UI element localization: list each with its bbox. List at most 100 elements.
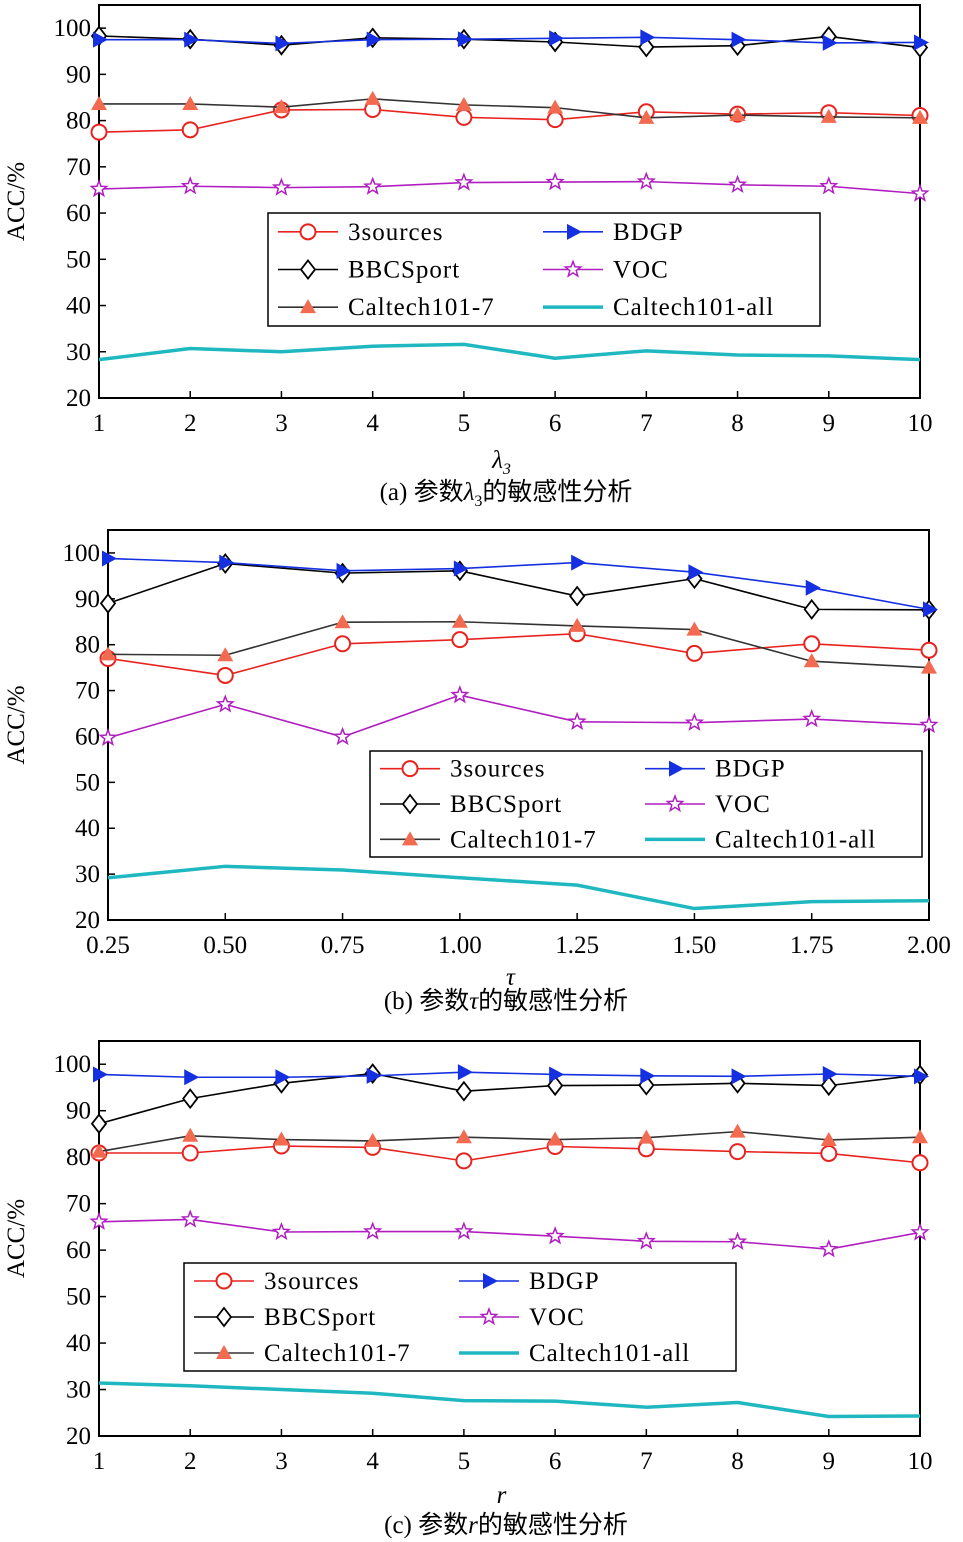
x-tick-label: 5 xyxy=(458,1448,471,1475)
data-point-voc xyxy=(919,714,939,734)
series-voc xyxy=(89,1209,930,1258)
data-point-voc xyxy=(332,726,353,746)
data-point-bdgp xyxy=(93,31,108,48)
data-point-caltech101-7 xyxy=(912,1129,928,1144)
data-point-voc xyxy=(215,694,235,713)
data-point-voc xyxy=(271,1221,292,1241)
series-3sources xyxy=(90,1137,929,1172)
legend-entry-caltech101-all: Caltech101-all xyxy=(645,826,875,853)
y-tick-label: 50 xyxy=(66,1284,91,1311)
data-point-3sources xyxy=(451,631,469,649)
data-point-3sources xyxy=(334,635,352,653)
data-point-voc xyxy=(819,176,839,195)
data-point-bdgp xyxy=(93,1066,108,1083)
data-point-bbcsport xyxy=(99,592,117,614)
x-tick-label: 10 xyxy=(908,1448,933,1475)
legend-entry-bbcsport: BBCSport xyxy=(194,1304,376,1331)
y-tick-label: 40 xyxy=(75,815,100,842)
x-axis-title: τ xyxy=(506,964,516,991)
data-point-bdgp xyxy=(549,1066,565,1083)
data-point-3sources xyxy=(181,1144,199,1162)
series-line-voc xyxy=(107,694,930,739)
data-point-voc xyxy=(545,1226,565,1245)
data-point-bdgp xyxy=(549,30,565,47)
y-axis-title: ACC/% xyxy=(3,162,30,241)
chart-caption: (b) 参数τ的敏感性分析 xyxy=(384,987,628,1015)
legend-marker xyxy=(215,1272,233,1290)
legend-entry-bdgp: BDGP xyxy=(543,219,684,246)
legend-label: Caltech101-all xyxy=(613,294,774,321)
x-tick-label: 6 xyxy=(549,1448,562,1475)
data-point-caltech101-7 xyxy=(451,613,468,628)
series-line-3sources xyxy=(99,1145,921,1164)
data-point-voc xyxy=(454,172,474,191)
data-point-voc xyxy=(89,1211,109,1230)
data-point-bdgp xyxy=(453,560,469,577)
data-point-bdgp xyxy=(914,1068,929,1085)
x-tick-label: 4 xyxy=(366,410,379,437)
legend-entry-3sources: 3sources xyxy=(278,219,442,246)
data-point-caltech101-7 xyxy=(182,95,199,110)
legend-marker xyxy=(483,1273,498,1289)
y-axis-title: ACC/% xyxy=(3,1199,30,1278)
data-point-bdgp xyxy=(275,1069,291,1086)
legend-marker xyxy=(215,1306,233,1328)
data-point-caltech101-7 xyxy=(803,653,820,668)
x-tick-label: 0.25 xyxy=(86,932,130,959)
series-line-3sources xyxy=(98,108,921,133)
y-tick-label: 50 xyxy=(75,769,100,796)
data-point-voc xyxy=(98,727,118,747)
x-tick-label: 9 xyxy=(823,1448,836,1475)
data-point-caltech101-7 xyxy=(820,108,837,123)
data-point-voc xyxy=(819,1239,839,1258)
legend-label: 3sources xyxy=(450,756,545,783)
data-point-3sources xyxy=(455,1152,473,1170)
data-point-bdgp xyxy=(366,31,382,48)
legend-marker xyxy=(669,760,684,777)
legend-label: BDGP xyxy=(613,219,684,246)
y-tick-label: 20 xyxy=(66,385,91,412)
data-point-bbcsport xyxy=(182,1088,199,1110)
x-tick-label: 2 xyxy=(184,1448,197,1475)
plot-frame xyxy=(98,4,921,399)
data-point-bdgp xyxy=(731,1068,747,1085)
y-tick-label: 70 xyxy=(75,678,100,705)
data-point-voc xyxy=(910,1222,930,1241)
data-point-voc xyxy=(802,708,822,728)
data-point-caltech101-7 xyxy=(638,109,655,124)
legend-marker xyxy=(300,299,316,314)
legend-entry-voc: VOC xyxy=(645,791,770,818)
data-point-voc xyxy=(363,176,383,195)
data-point-caltech101-7 xyxy=(547,1131,564,1146)
data-point-caltech101-7 xyxy=(273,1131,290,1146)
chart-panel-1: 20 30 40 50 60 70 80 90 100 1 2 3 4 5 6 7 8 9 10 ACC/% λ3 3so… xyxy=(3,4,933,510)
x-tick-label: 7 xyxy=(640,410,653,437)
legend-entry-caltech101-all: Caltech101-all xyxy=(543,294,774,321)
data-point-bdgp xyxy=(914,34,929,51)
data-point-caltech101-7 xyxy=(455,1129,472,1144)
series-caltech101-all xyxy=(98,1381,921,1419)
legend-entry-voc: VOC xyxy=(459,1304,584,1331)
data-point-voc xyxy=(450,685,470,704)
data-point-voc xyxy=(684,712,705,731)
data-point-voc xyxy=(636,1231,656,1250)
data-point-bbcsport xyxy=(455,1080,473,1102)
legend-entry-bdgp: BDGP xyxy=(459,1268,599,1295)
y-tick-label: 30 xyxy=(66,1377,91,1404)
x-tick-label: 8 xyxy=(731,1448,744,1475)
data-point-bdgp xyxy=(336,562,352,579)
series-line-caltech101-7 xyxy=(107,620,930,669)
legend-label: BBCSport xyxy=(264,1304,376,1331)
data-point-bdgp xyxy=(457,31,473,48)
data-point-3sources xyxy=(216,666,234,684)
series-bdgp xyxy=(93,1064,929,1086)
data-point-caltech101-7 xyxy=(729,107,746,122)
legend-marker xyxy=(479,1306,499,1326)
y-tick-label: 70 xyxy=(66,1191,91,1218)
x-tick-label: 1.00 xyxy=(438,932,482,959)
series-line-caltech101-all xyxy=(107,864,930,911)
legend-entry-caltech101-7: Caltech101-7 xyxy=(380,826,596,853)
data-point-caltech101-7 xyxy=(686,621,703,636)
data-point-voc xyxy=(180,1209,200,1228)
